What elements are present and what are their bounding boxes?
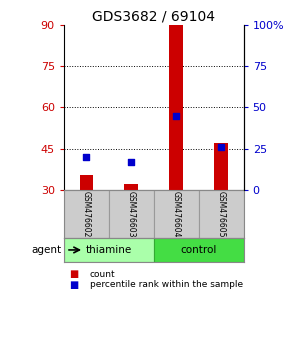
Bar (109, 190, 154, 238)
Text: percentile rank within the sample: percentile rank within the sample (90, 280, 243, 290)
Text: count: count (90, 270, 115, 279)
Bar (79, 175, 93, 190)
Bar (64, 190, 109, 238)
Bar (154, 190, 199, 238)
Bar (64, 238, 154, 262)
Text: GSM476603: GSM476603 (127, 191, 136, 237)
Bar (214, 143, 228, 190)
Bar (169, 25, 183, 190)
Text: GSM476605: GSM476605 (217, 191, 226, 237)
Text: thiamine: thiamine (86, 245, 132, 255)
Point (174, 113, 179, 119)
Point (84, 154, 89, 160)
Text: agent: agent (31, 245, 61, 255)
Text: GSM476602: GSM476602 (82, 191, 91, 237)
Bar (124, 184, 138, 190)
Text: control: control (180, 245, 217, 255)
Bar (199, 190, 244, 238)
Title: GDS3682 / 69104: GDS3682 / 69104 (92, 10, 215, 24)
Text: ■: ■ (70, 269, 79, 279)
Point (129, 159, 134, 165)
Text: GSM476604: GSM476604 (172, 191, 181, 237)
Point (219, 144, 224, 150)
Bar (154, 238, 244, 262)
Text: ■: ■ (70, 280, 79, 290)
